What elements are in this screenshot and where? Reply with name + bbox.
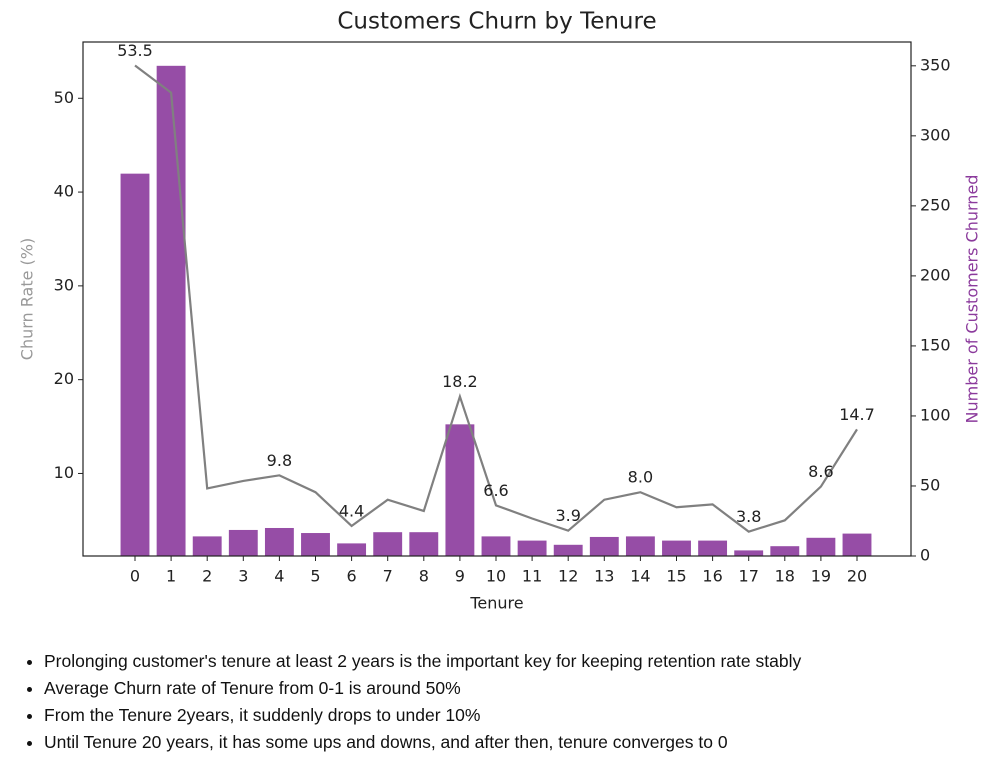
bar — [589, 536, 619, 556]
bar — [698, 540, 728, 556]
note: From the Tenure 2years, it suddenly drop… — [44, 702, 801, 729]
y2-tick-label: 350 — [920, 55, 951, 74]
chart: Customers Churn by Tenure Tenure Churn R… — [18, 9, 982, 613]
note: Prolonging customer's tenure at least 2 … — [44, 648, 801, 675]
y2-tick-label: 50 — [920, 475, 940, 494]
x-tick-label: 0 — [130, 567, 140, 586]
y-tick-label: 30 — [54, 275, 74, 294]
bar — [445, 424, 475, 556]
bar — [228, 529, 258, 556]
bar — [481, 536, 511, 556]
x-tick-label: 14 — [630, 567, 650, 586]
y-tick-label: 20 — [54, 369, 74, 388]
y2-axis-label: Number of Customers Churned — [963, 175, 982, 424]
x-tick-label: 7 — [383, 567, 393, 586]
data-label: 8.6 — [808, 462, 833, 481]
data-label: 8.0 — [628, 468, 653, 487]
data-label: 9.8 — [267, 451, 292, 470]
y2-tick-label: 100 — [920, 405, 951, 424]
x-tick-label: 4 — [274, 567, 284, 586]
x-tick-label: 19 — [811, 567, 831, 586]
bar — [192, 536, 222, 556]
bar — [409, 532, 439, 556]
bar — [806, 537, 836, 556]
x-tick-label: 8 — [419, 567, 429, 586]
x-tick-label: 13 — [594, 567, 614, 586]
x-tick-label: 9 — [455, 567, 465, 586]
data-label: 3.9 — [555, 506, 580, 525]
x-tick-label: 20 — [847, 567, 867, 586]
data-label: 4.4 — [339, 501, 364, 520]
plot-frame — [82, 41, 912, 557]
note: Until Tenure 20 years, it has some ups a… — [44, 729, 801, 756]
y-axis-label: Churn Rate (%) — [18, 238, 37, 360]
x-axis-label: Tenure — [469, 594, 523, 613]
x-tick-label: 10 — [486, 567, 506, 586]
bar — [553, 544, 583, 556]
note: Average Churn rate of Tenure from 0-1 is… — [44, 675, 801, 702]
data-label: 14.7 — [839, 405, 875, 424]
bar — [373, 532, 403, 556]
bar — [734, 550, 764, 556]
x-tick-label: 2 — [202, 567, 212, 586]
x-tick-label: 6 — [347, 567, 357, 586]
bar — [625, 536, 655, 556]
y-tick-label: 50 — [54, 88, 74, 107]
bar — [337, 543, 367, 556]
bar — [517, 540, 547, 556]
y2-tick-label: 150 — [920, 335, 951, 354]
bar — [770, 546, 800, 556]
x-tick-label: 18 — [775, 567, 795, 586]
data-label: 6.6 — [483, 481, 508, 500]
x-tick-label: 1 — [166, 567, 176, 586]
x-tick-label: 12 — [558, 567, 578, 586]
y2-tick-label: 300 — [920, 125, 951, 144]
x-tick-label: 3 — [238, 567, 248, 586]
bar — [301, 533, 330, 556]
notes: Prolonging customer's tenure at least 2 … — [22, 648, 801, 756]
bar — [156, 65, 186, 556]
y-tick-label: 40 — [54, 182, 74, 201]
y2-tick-label: 0 — [920, 546, 930, 565]
x-tick-label: 16 — [702, 567, 722, 586]
x-tick-label: 17 — [739, 567, 759, 586]
bar — [264, 527, 294, 556]
data-label: 3.8 — [736, 507, 761, 526]
line — [134, 64, 858, 533]
x-tick-label: 11 — [522, 567, 542, 586]
y2-tick-label: 200 — [920, 265, 951, 284]
data-label: 18.2 — [442, 372, 478, 391]
bar — [120, 173, 150, 556]
y2-tick-label: 250 — [920, 195, 951, 214]
chart-title: Customers Churn by Tenure — [337, 9, 656, 35]
bar — [662, 540, 691, 556]
y-tick-label: 10 — [54, 463, 74, 482]
bar — [842, 533, 872, 556]
x-tick-label: 15 — [666, 567, 686, 586]
x-tick-label: 5 — [310, 567, 320, 586]
data-label: 53.5 — [117, 41, 153, 60]
